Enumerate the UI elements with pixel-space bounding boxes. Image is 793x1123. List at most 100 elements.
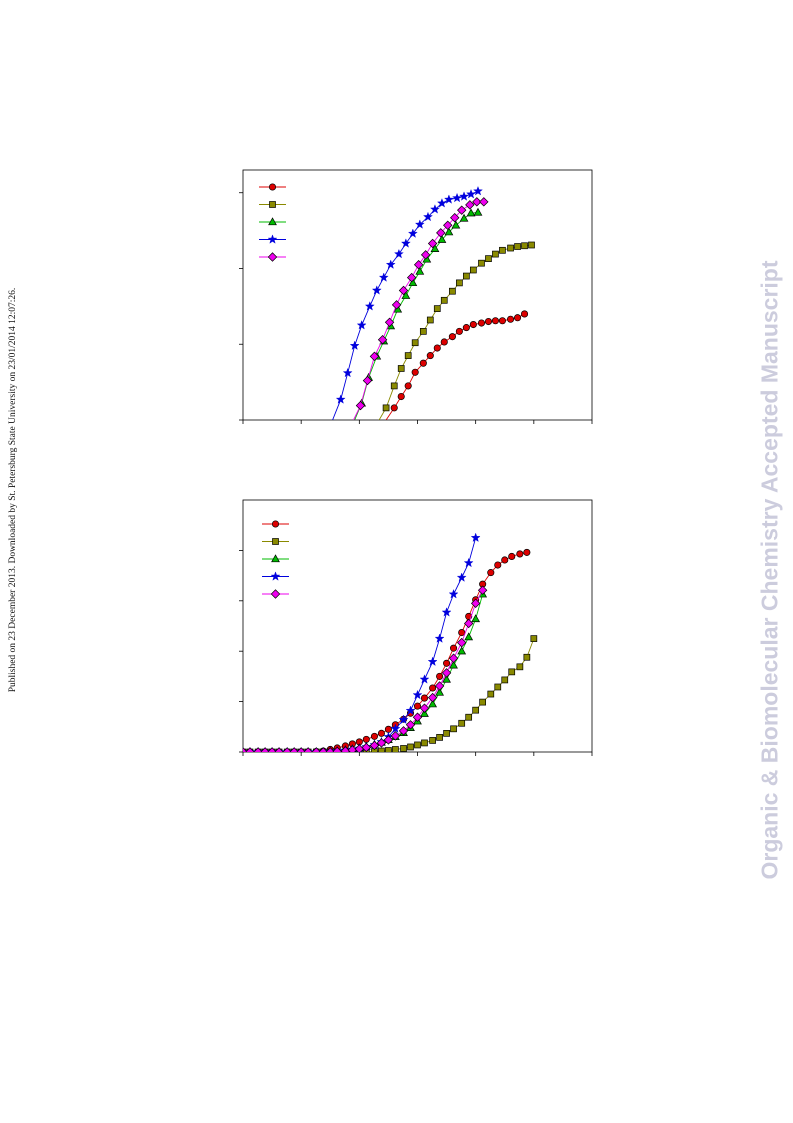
data-point (508, 668, 516, 676)
series-line (378, 244, 532, 420)
data-point (415, 266, 425, 275)
data-point (335, 394, 346, 404)
data-point (414, 219, 425, 229)
data-point (426, 316, 434, 324)
series-star (332, 186, 483, 420)
series-line-lead (353, 419, 354, 420)
data-point (398, 285, 409, 296)
data-point (437, 198, 447, 208)
data-point (491, 317, 499, 325)
data-point (456, 279, 463, 287)
data-point (473, 207, 483, 216)
data-point (311, 747, 321, 752)
series-triangle (354, 207, 483, 420)
data-point (463, 618, 474, 629)
data-point (441, 607, 452, 617)
data-point (479, 197, 489, 207)
data-point (459, 191, 469, 201)
data-point (429, 737, 436, 744)
data-point (494, 561, 502, 569)
data-point (426, 352, 434, 360)
data-point (466, 189, 476, 199)
data-point (382, 404, 390, 412)
data-point (397, 392, 405, 401)
legend (262, 520, 289, 599)
data-point (455, 327, 463, 335)
data-point (487, 690, 495, 698)
data-point (420, 250, 431, 260)
data-point (520, 310, 529, 318)
data-point (384, 725, 392, 733)
data-point (465, 200, 475, 210)
series-line-lead (378, 419, 380, 420)
data-point (369, 740, 380, 751)
data-point (444, 227, 454, 236)
y-axis-ticks (239, 192, 243, 421)
data-point (465, 713, 473, 721)
data-point (421, 739, 428, 747)
data-point (457, 205, 467, 215)
series-circle (243, 548, 531, 752)
data-point (420, 694, 429, 702)
series-line (354, 211, 479, 420)
data-point (492, 250, 499, 258)
data-point (441, 668, 452, 678)
legend-marker-square (269, 201, 276, 208)
data-point (436, 672, 444, 680)
data-point (355, 400, 366, 411)
data-point (289, 747, 299, 752)
data-point (463, 557, 474, 568)
data-point (428, 699, 438, 708)
data-point (384, 317, 395, 327)
series-diamond (353, 197, 489, 420)
data-point (393, 248, 404, 259)
y-axis-ticks (239, 550, 243, 753)
data-point (443, 194, 454, 204)
legend-marker-star (267, 234, 278, 244)
data-point (516, 550, 524, 558)
plot-frame (242, 169, 593, 421)
series-square (378, 241, 535, 420)
data-point (390, 404, 398, 412)
data-point (448, 589, 459, 599)
data-point (472, 197, 482, 207)
data-point (523, 548, 531, 556)
data-point (457, 637, 467, 648)
data-point (523, 653, 531, 661)
legend-marker-triangle (271, 554, 280, 563)
data-point (434, 633, 445, 643)
data-point (507, 315, 515, 323)
data-point (332, 746, 342, 752)
data-point (419, 703, 430, 713)
plot-area (332, 186, 535, 420)
data-point (501, 676, 509, 684)
data-point (443, 220, 453, 230)
data-point (385, 259, 396, 269)
series-line-lead (354, 419, 355, 420)
data-point (514, 243, 521, 250)
data-point (450, 213, 460, 223)
data-point (378, 272, 389, 282)
data-point (451, 220, 461, 229)
legend-marker-diamond (270, 589, 281, 599)
data-point (456, 572, 467, 582)
data-point (430, 204, 440, 214)
data-point (528, 241, 535, 249)
series-line (243, 551, 527, 752)
data-point (404, 382, 412, 390)
data-point (400, 745, 407, 752)
chart-bottom (239, 499, 593, 756)
data-point (440, 338, 448, 346)
data-point (349, 340, 360, 350)
data-point (485, 255, 492, 262)
data-point (245, 747, 255, 752)
data-point (433, 344, 441, 352)
data-point (458, 719, 466, 727)
data-point (377, 729, 385, 737)
data-point (413, 702, 422, 710)
data-point (498, 317, 506, 325)
data-point (448, 333, 456, 341)
data-point (390, 382, 398, 390)
series-line-lead (332, 419, 333, 420)
data-point (516, 663, 524, 671)
